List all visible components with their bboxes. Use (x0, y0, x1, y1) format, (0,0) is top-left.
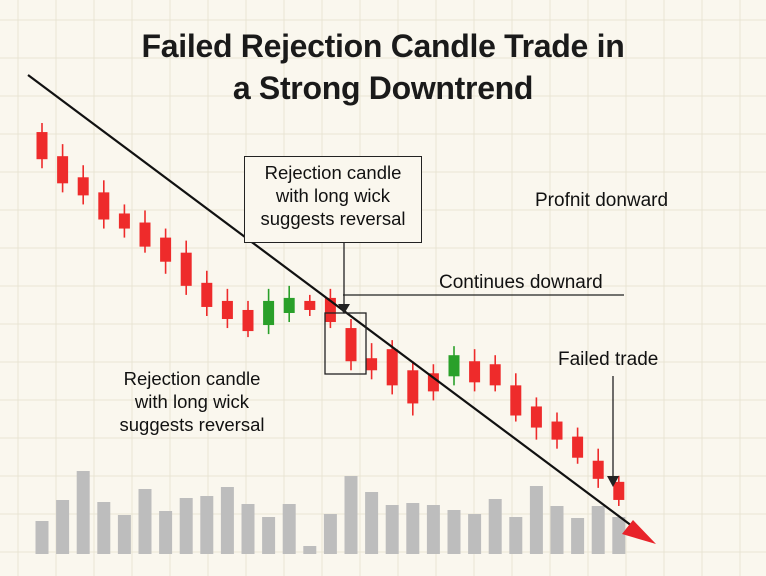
candle-body (283, 297, 295, 313)
volume-bar (550, 506, 564, 554)
candle-body (345, 328, 357, 362)
volume-bar (385, 505, 399, 554)
volume-bar (488, 499, 502, 554)
candle-body (366, 358, 378, 371)
candles (36, 123, 625, 506)
candle-body (469, 361, 481, 383)
candle-body (427, 373, 439, 392)
trend-arrowhead (622, 520, 656, 544)
chart-title-line-2: a Strong Downtrend (232, 70, 534, 106)
failed-trade-label: Failed trade (558, 349, 659, 370)
volume-bar (262, 517, 276, 554)
volume-bar (323, 514, 337, 554)
candle-body (98, 192, 110, 220)
volume-bar (406, 503, 420, 554)
volume-bar (426, 505, 440, 554)
left-annotation: Rejection candle with long wick suggests… (119, 368, 265, 435)
candle-body (36, 132, 48, 160)
volume-bar (344, 476, 358, 554)
volume-bar (365, 492, 379, 554)
volume-bar (509, 517, 523, 554)
candle-body (489, 364, 501, 386)
volume-bar (76, 471, 90, 554)
chart-title-line-1: Failed Rejection Candle Trade in (141, 28, 625, 64)
volume-bar (468, 514, 482, 554)
volume-bar (200, 496, 214, 554)
candle-body (551, 421, 563, 440)
candle-body (263, 300, 275, 326)
volume-bar (303, 546, 317, 554)
box-annotation: Rejection candle with long wick suggests… (244, 156, 422, 243)
volume-bar (56, 500, 70, 554)
candle-body (386, 349, 398, 386)
candle-body (221, 300, 233, 320)
candle-body (592, 460, 604, 479)
failed-callout-arrowhead (607, 476, 619, 487)
candle-body (139, 222, 151, 247)
candle-body (160, 237, 172, 262)
volume-bar (117, 515, 131, 554)
candle-body (324, 297, 336, 323)
volume-bars (35, 471, 626, 554)
volume-bar (282, 504, 296, 554)
volume-bar (138, 489, 152, 554)
candle-body (613, 481, 625, 500)
volume-bar (220, 487, 234, 554)
candle-body (530, 406, 542, 428)
trendline (27, 74, 633, 527)
candle-body (510, 385, 522, 416)
candle-body (304, 300, 316, 310)
annotation-lines (27, 74, 656, 544)
volume-bar (179, 498, 193, 554)
candle-body (118, 213, 130, 229)
volume-bar (612, 517, 626, 554)
candle-body (180, 252, 192, 286)
volume-bar (35, 521, 49, 554)
rejection-candle-highlight (324, 312, 367, 375)
candle-body (201, 282, 213, 307)
candle-body (407, 370, 419, 404)
candle-body (572, 436, 584, 458)
volume-bar (529, 486, 543, 554)
volume-bar (97, 502, 111, 554)
candle-body (57, 156, 69, 184)
profit-label: Profnit donward (535, 190, 669, 211)
candle-body (242, 309, 254, 332)
volume-bar (591, 506, 605, 554)
volume-bar (241, 504, 255, 554)
volume-bar (571, 518, 585, 554)
candle-body (77, 177, 89, 196)
volume-bar (447, 510, 461, 554)
volume-bar (159, 511, 173, 554)
candle-body (448, 355, 460, 377)
box-callout-arrowhead (338, 304, 350, 314)
continues-label: Continues downard (439, 272, 603, 293)
